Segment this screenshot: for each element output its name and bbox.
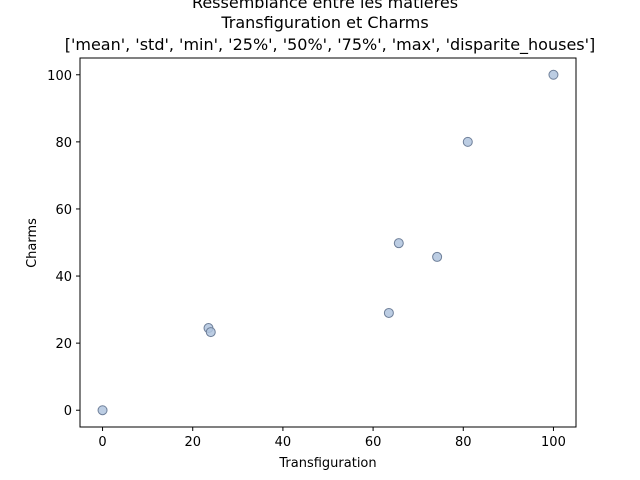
- data-point: [97, 405, 108, 416]
- data-point: [462, 136, 473, 147]
- ticks-layer: 0 20 40 60 80 100 0 20 40 60 80 100: [47, 69, 566, 450]
- data-point: [432, 251, 443, 262]
- y-tick-label: 60: [55, 203, 72, 218]
- chart-subtitle-line2: ['mean', 'std', 'min', '25%', '50%', '75…: [65, 35, 596, 55]
- x-tick-label: 80: [455, 435, 472, 450]
- y-tick-label: 100: [47, 69, 72, 84]
- y-axis-label: Charms: [25, 218, 40, 268]
- chart-title: Ressemblance entre les matières: [192, 0, 458, 12]
- plot-frame: [79, 57, 577, 428]
- data-point: [393, 238, 404, 249]
- x-axis-label: Transfiguration: [278, 456, 376, 471]
- x-tick-label: 100: [541, 435, 566, 450]
- y-tick-label: 0: [64, 404, 72, 419]
- x-tick-label: 20: [184, 435, 201, 450]
- y-tick-label: 20: [55, 337, 72, 352]
- x-tick-label: 0: [98, 435, 106, 450]
- chart-subtitle-line1: Transfiguration et Charms: [220, 13, 428, 32]
- points-layer: [97, 69, 559, 416]
- x-tick-label: 40: [275, 435, 292, 450]
- data-point: [548, 69, 559, 80]
- y-tick-label: 80: [55, 136, 72, 151]
- x-tick-label: 60: [365, 435, 382, 450]
- y-tick-label: 40: [55, 270, 72, 285]
- data-point: [383, 307, 394, 318]
- data-point: [205, 327, 216, 338]
